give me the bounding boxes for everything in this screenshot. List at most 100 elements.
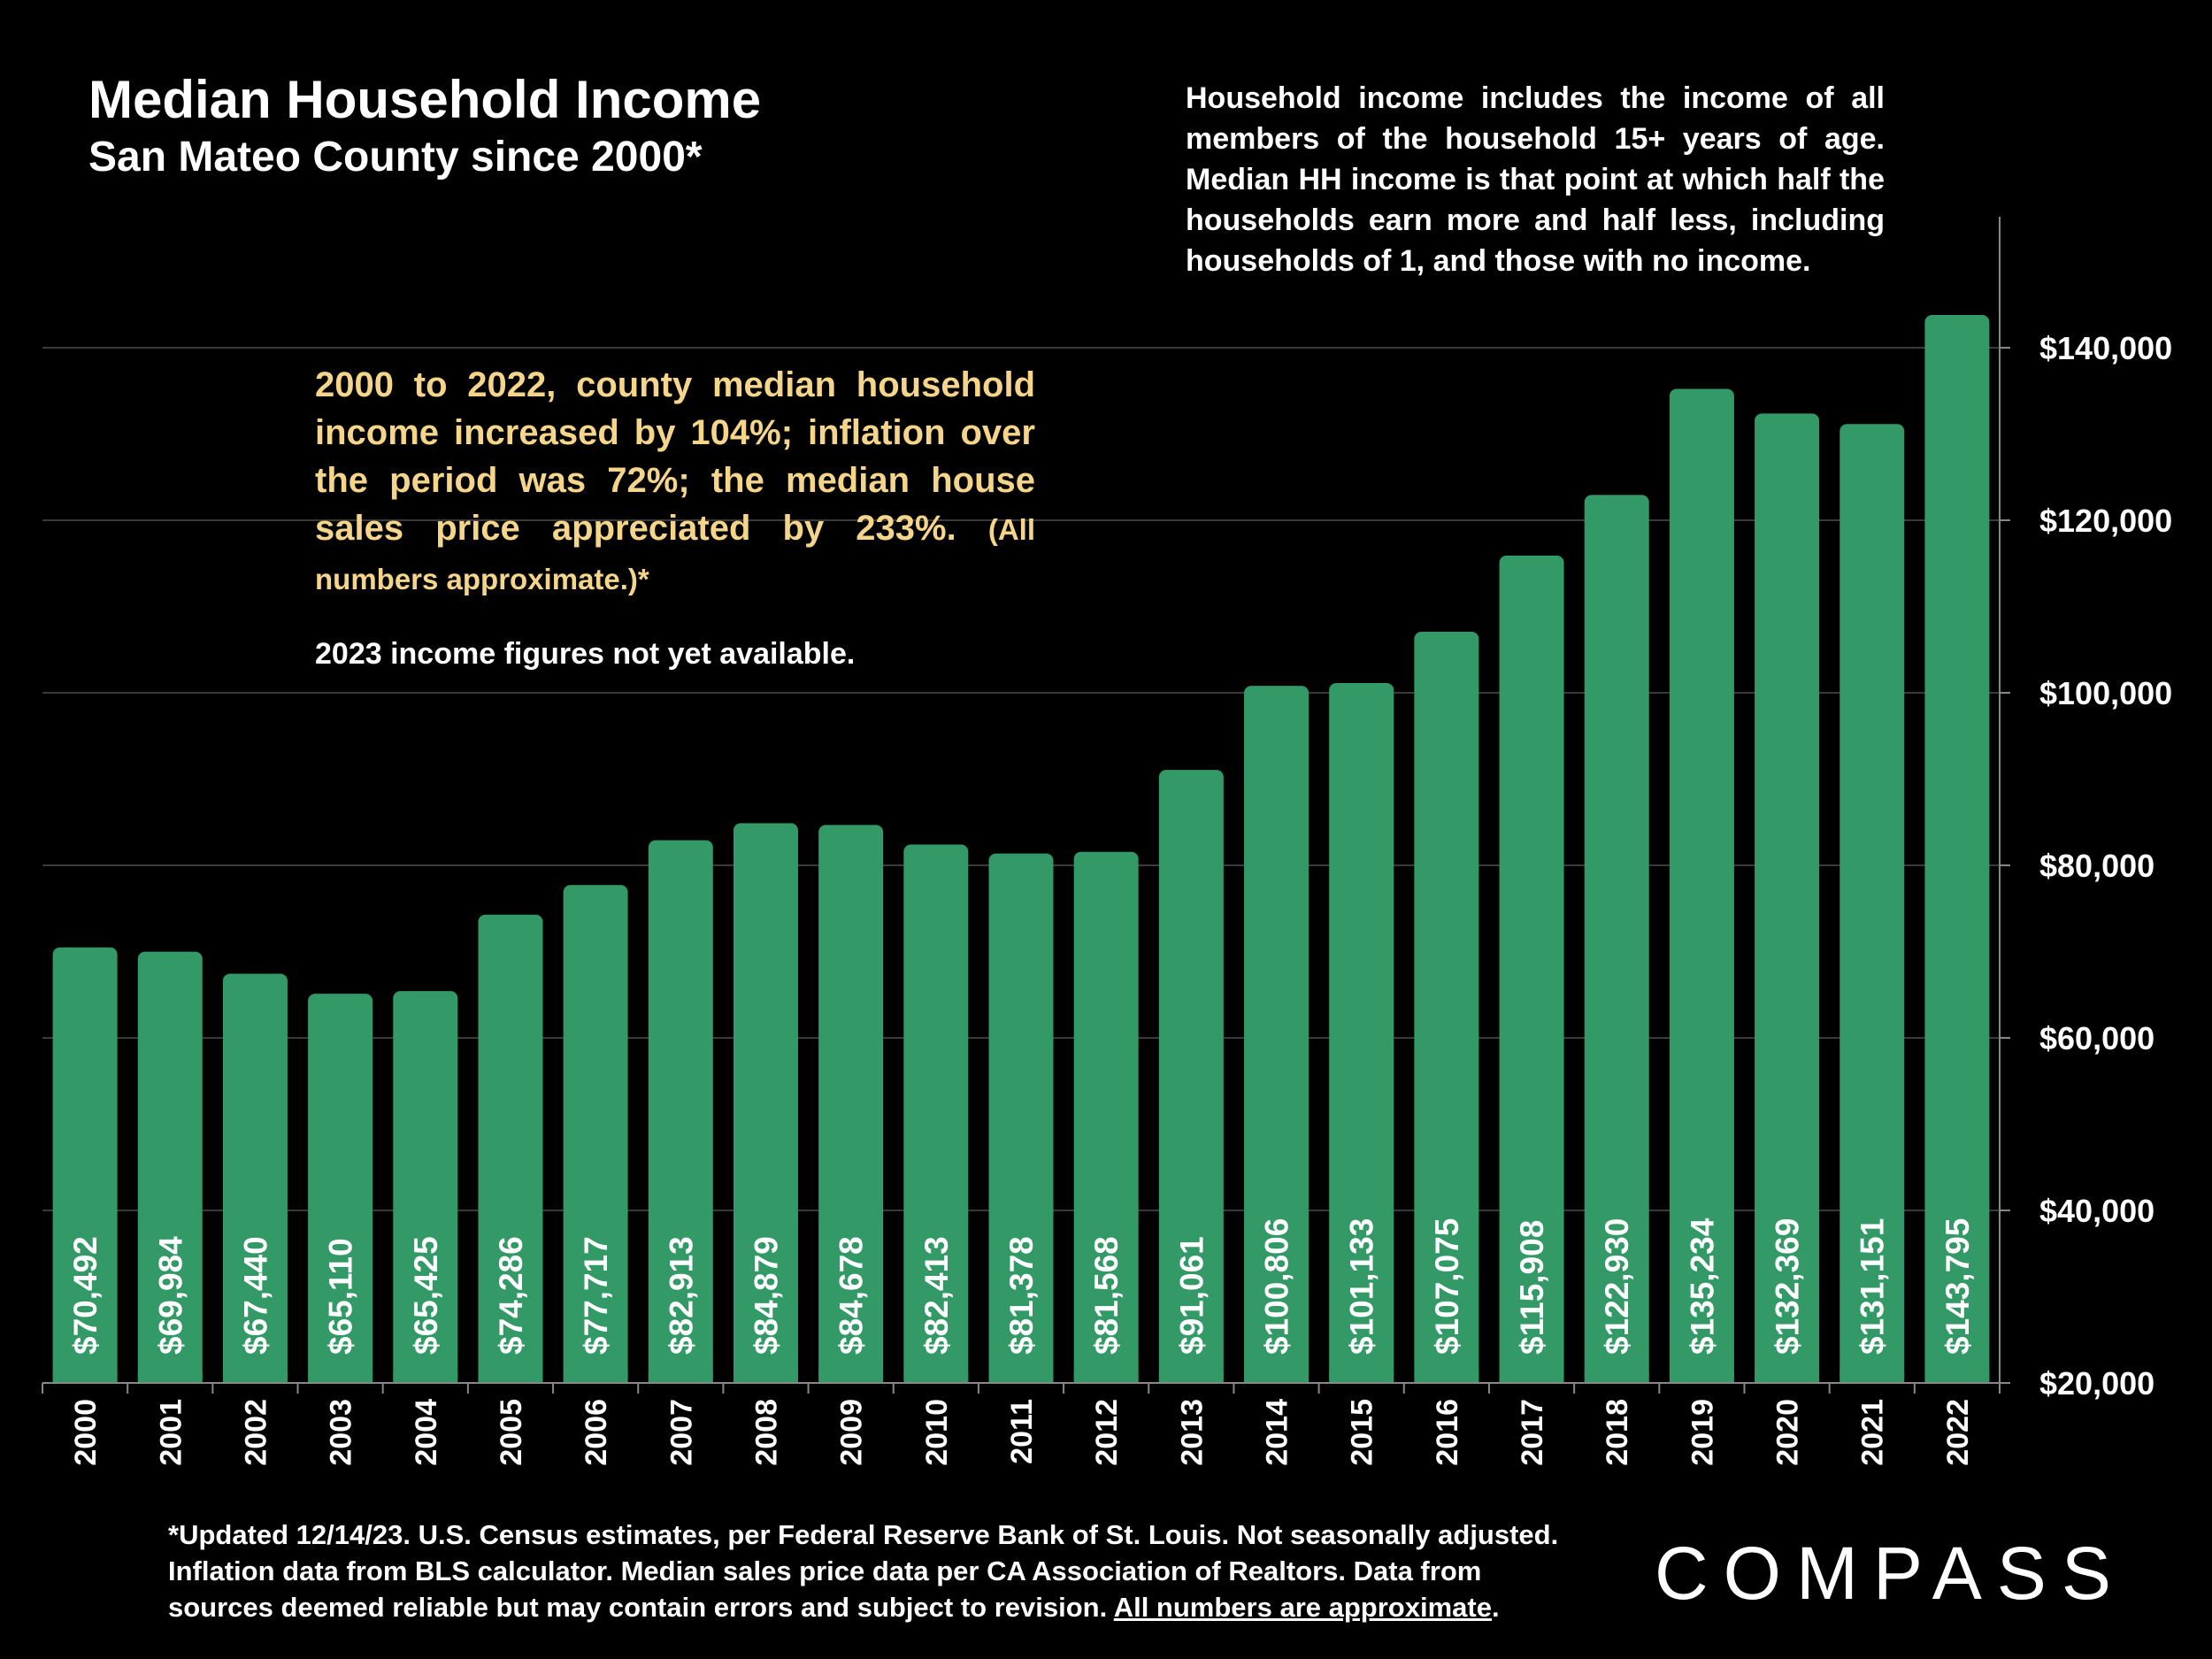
bar-2011 xyxy=(988,853,1054,1383)
bars: $70,492 $69,984 $67,440 $65,110 $65,425 $74,2… xyxy=(52,314,1990,1384)
x-tick-label: 2017 xyxy=(1516,1399,1549,1466)
bar-base-2013 xyxy=(1158,1372,1224,1383)
bar-value-label: $69,984 xyxy=(152,1236,188,1355)
x-tick-label: 2016 xyxy=(1431,1399,1464,1466)
bar-base-2018 xyxy=(1584,1372,1649,1383)
y-tick-label: $40,000 xyxy=(2039,1193,2154,1229)
x-tick-label: 2010 xyxy=(920,1399,954,1466)
bar-value-label: $74,286 xyxy=(493,1236,529,1355)
y-tick-label: $140,000 xyxy=(2039,330,2172,366)
bar-base-2001 xyxy=(137,1372,203,1383)
bar-base-2000 xyxy=(52,1372,118,1383)
bar-value-label: $82,913 xyxy=(663,1236,699,1355)
bar-base-2007 xyxy=(648,1372,713,1383)
bar-base-2008 xyxy=(733,1372,798,1383)
bar-2007 xyxy=(648,840,713,1383)
bar-2009 xyxy=(818,825,884,1383)
x-tick-label: 2003 xyxy=(325,1399,358,1466)
bar-base-2011 xyxy=(988,1372,1054,1383)
chart-subtitle: San Mateo County since 2000* xyxy=(88,134,703,180)
x-tick-label: 2018 xyxy=(1601,1399,1634,1466)
bar-value-label: $82,413 xyxy=(918,1236,955,1355)
bar-value-label: $135,234 xyxy=(1684,1217,1720,1355)
x-tick-label: 2000 xyxy=(69,1399,103,1466)
bar-value-label: $84,879 xyxy=(748,1236,784,1355)
bar-2010 xyxy=(903,844,969,1383)
x-tick-label: 2014 xyxy=(1261,1399,1294,1466)
bar-value-label: $115,908 xyxy=(1514,1220,1550,1355)
bar-base-2015 xyxy=(1329,1372,1394,1383)
bar-base-2022 xyxy=(1924,1372,1990,1383)
bar-base-2010 xyxy=(903,1372,969,1383)
bar-base-2016 xyxy=(1414,1372,1479,1383)
bar-value-label: $100,806 xyxy=(1259,1218,1295,1355)
x-tick-label: 2008 xyxy=(749,1399,783,1466)
axes: $20,000 $40,000 $60,000 $80,000 $100,000 $120… xyxy=(42,217,2172,1466)
y-tick-label: $80,000 xyxy=(2039,848,2154,884)
bar-2017 xyxy=(1499,555,1564,1383)
bar-base-2021 xyxy=(1839,1372,1905,1383)
bar-2015 xyxy=(1329,682,1394,1383)
x-tick-label: 2013 xyxy=(1175,1399,1209,1466)
compass-logo: COMPASS xyxy=(1655,1532,2126,1615)
bar-value-label: $101,133 xyxy=(1344,1218,1380,1355)
x-tick-label: 2004 xyxy=(410,1399,443,1466)
chart-title: Median Household Income xyxy=(88,70,762,129)
income-growth-annotation: 2000 to 2022, county median household in… xyxy=(315,361,1035,603)
x-tick-label: 2021 xyxy=(1856,1399,1890,1466)
x-tick-label: 2015 xyxy=(1346,1399,1379,1466)
bar-value-label: $81,568 xyxy=(1088,1236,1125,1355)
bar-value-label: $77,717 xyxy=(578,1236,614,1355)
y-tick-label: $100,000 xyxy=(2039,675,2172,711)
x-tick-label: 2020 xyxy=(1771,1399,1805,1466)
bar-base-2005 xyxy=(478,1372,543,1383)
x-tick-label: 2012 xyxy=(1090,1399,1124,1466)
bar-base-2017 xyxy=(1499,1372,1564,1383)
bar-value-label: $143,795 xyxy=(1939,1218,1976,1355)
x-tick-label: 2009 xyxy=(835,1399,869,1466)
annotation-small: (All numbers approximate.)* xyxy=(315,513,1035,595)
bar-value-label: $65,425 xyxy=(408,1236,444,1355)
bar-2014 xyxy=(1244,686,1310,1383)
bar-2001 xyxy=(137,951,203,1383)
bar-value-label: $107,075 xyxy=(1429,1218,1465,1355)
x-tick-label: 2001 xyxy=(154,1399,188,1466)
bar-value-label: $70,492 xyxy=(67,1236,104,1355)
footnote: *Updated 12/14/23. U.S. Census estimates… xyxy=(168,1517,1575,1625)
bar-value-label: $65,110 xyxy=(323,1238,359,1355)
bar-base-2014 xyxy=(1244,1372,1310,1383)
x-tick-label: 2006 xyxy=(580,1399,613,1466)
bar-2006 xyxy=(563,885,628,1383)
footnote-text: *Updated 12/14/23. U.S. Census estimates… xyxy=(168,1519,1559,1623)
bar-2021 xyxy=(1839,424,1905,1384)
bar-value-label: $131,151 xyxy=(1855,1218,1891,1355)
bar-value-label: $122,930 xyxy=(1599,1218,1635,1355)
bar-2016 xyxy=(1414,632,1479,1383)
bar-2012 xyxy=(1073,851,1139,1383)
bar-2018 xyxy=(1584,495,1649,1383)
bar-value-label: $81,378 xyxy=(1003,1236,1040,1355)
bar-base-2002 xyxy=(222,1372,288,1383)
bar-value-label: $132,369 xyxy=(1770,1218,1806,1355)
bar-base-2012 xyxy=(1073,1372,1139,1383)
x-tick-label: 2022 xyxy=(1941,1399,1975,1466)
bar-base-2004 xyxy=(393,1372,458,1383)
bar-base-2019 xyxy=(1669,1372,1734,1383)
bar-2020 xyxy=(1755,413,1820,1384)
bar-base-2006 xyxy=(563,1372,628,1383)
y-tick-label: $20,000 xyxy=(2039,1365,2154,1402)
footnote-underlined: All numbers are approximate xyxy=(1113,1592,1492,1623)
note-2023: 2023 income figures not yet available. xyxy=(315,637,856,671)
bar-2013 xyxy=(1158,770,1224,1383)
bar-base-2009 xyxy=(818,1372,884,1383)
bar-2008 xyxy=(733,823,798,1383)
bar-base-2003 xyxy=(308,1372,373,1383)
bar-2002 xyxy=(222,973,288,1383)
y-tick-label: $60,000 xyxy=(2039,1020,2154,1056)
bar-2003 xyxy=(308,994,373,1383)
x-tick-label: 2007 xyxy=(664,1399,698,1466)
x-tick-label: 2019 xyxy=(1686,1399,1719,1466)
definition-text: Household income includes the income of … xyxy=(1186,81,1885,278)
x-tick-label: 2002 xyxy=(239,1399,273,1466)
